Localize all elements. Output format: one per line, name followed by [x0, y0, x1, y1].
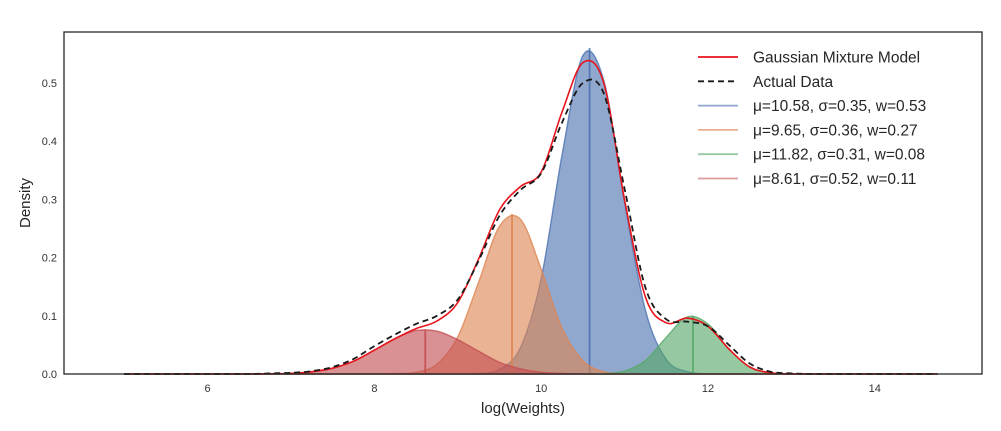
legend-label: μ=11.82, σ=0.31, w=0.08: [753, 147, 925, 164]
y-axis-ticks: 0.0 0.1 0.2 0.3 0.4 0.5: [42, 78, 57, 381]
legend-label: Gaussian Mixture Model: [753, 50, 920, 67]
legend-label: μ=10.58, σ=0.35, w=0.53: [753, 98, 926, 115]
x-tick-label: 14: [869, 383, 881, 395]
y-tick-label: 0.5: [42, 78, 57, 90]
legend-label: Actual Data: [753, 74, 834, 91]
y-tick-label: 0.3: [42, 194, 57, 206]
component-orange-area: [124, 214, 938, 375]
x-tick-label: 8: [371, 383, 377, 395]
legend-label: μ=9.65, σ=0.36, w=0.27: [753, 122, 918, 139]
x-tick-label: 10: [535, 383, 547, 395]
x-axis-label: log(Weights): [481, 400, 565, 417]
y-tick-label: 0.1: [42, 311, 57, 323]
legend: Gaussian Mixture Model Actual Data μ=10.58…: [698, 50, 926, 188]
legend-label: μ=8.61, σ=0.52, w=0.11: [753, 171, 916, 188]
x-tick-label: 12: [702, 383, 714, 395]
y-tick-label: 0.2: [42, 253, 57, 265]
axes-frame: [63, 31, 983, 375]
y-axis-label: Density: [17, 177, 34, 228]
x-tick-label: 6: [205, 383, 211, 395]
y-tick-label: 0.4: [42, 136, 57, 148]
component-fills: [124, 48, 938, 375]
y-tick-label: 0.0: [42, 369, 57, 381]
x-axis-ticks: 6 8 10 12 14: [205, 383, 881, 395]
